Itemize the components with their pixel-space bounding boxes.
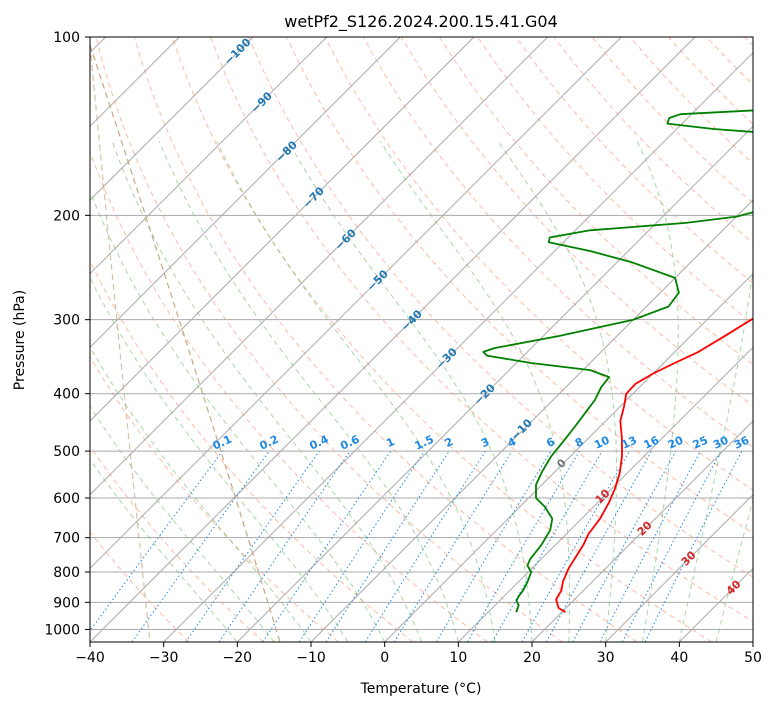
y-tick-label: 200: [53, 208, 80, 224]
y-axis-label: Pressure (hPa): [12, 290, 28, 390]
y-tick-label: 500: [53, 444, 80, 460]
chart-title: wetPf2_S126.2024.200.15.41.G04: [284, 12, 558, 32]
x-axis-label: Temperature (°C): [360, 681, 482, 697]
y-tick-label: 600: [53, 491, 80, 507]
y-tick-label: 100: [53, 30, 80, 46]
x-tick-label: 50: [744, 650, 762, 666]
x-tick-label: 30: [597, 650, 615, 666]
y-tick-label: 800: [53, 565, 80, 581]
x-tick-label: 0: [380, 650, 389, 666]
x-tick-label: −40: [75, 650, 105, 666]
x-tick-label: −20: [223, 650, 253, 666]
x-tick-label: −30: [149, 650, 179, 666]
x-tick-label: 40: [670, 650, 688, 666]
y-tick-label: 900: [53, 595, 80, 611]
x-tick-label: −10: [296, 650, 326, 666]
y-tick-label: 1000: [44, 622, 80, 638]
x-tick-label: 20: [523, 650, 541, 666]
y-tick-label: 400: [53, 387, 80, 403]
y-tick-label: 300: [53, 313, 80, 329]
x-tick-label: 10: [449, 650, 467, 666]
y-tick-label: 700: [53, 531, 80, 547]
